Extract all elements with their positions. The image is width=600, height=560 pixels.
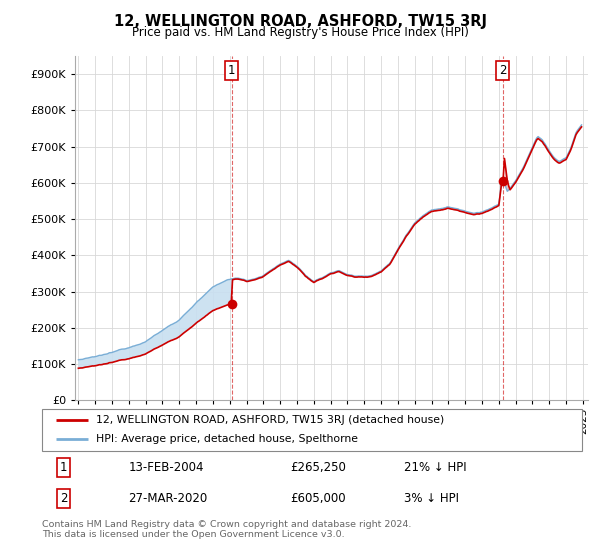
Text: Price paid vs. HM Land Registry's House Price Index (HPI): Price paid vs. HM Land Registry's House … [131, 26, 469, 39]
Text: 1: 1 [60, 461, 67, 474]
Text: 21% ↓ HPI: 21% ↓ HPI [404, 461, 466, 474]
Text: 12, WELLINGTON ROAD, ASHFORD, TW15 3RJ: 12, WELLINGTON ROAD, ASHFORD, TW15 3RJ [113, 14, 487, 29]
Text: HPI: Average price, detached house, Spelthorne: HPI: Average price, detached house, Spel… [96, 435, 358, 445]
Text: 27-MAR-2020: 27-MAR-2020 [128, 492, 208, 505]
Text: 3% ↓ HPI: 3% ↓ HPI [404, 492, 459, 505]
Text: 12, WELLINGTON ROAD, ASHFORD, TW15 3RJ (detached house): 12, WELLINGTON ROAD, ASHFORD, TW15 3RJ (… [96, 415, 444, 425]
Text: 2: 2 [499, 64, 506, 77]
Text: 13-FEB-2004: 13-FEB-2004 [128, 461, 204, 474]
Text: 2: 2 [60, 492, 67, 505]
Text: £605,000: £605,000 [290, 492, 346, 505]
Text: 1: 1 [228, 64, 235, 77]
FancyBboxPatch shape [42, 409, 582, 451]
Text: £265,250: £265,250 [290, 461, 346, 474]
Text: Contains HM Land Registry data © Crown copyright and database right 2024.
This d: Contains HM Land Registry data © Crown c… [42, 520, 412, 539]
